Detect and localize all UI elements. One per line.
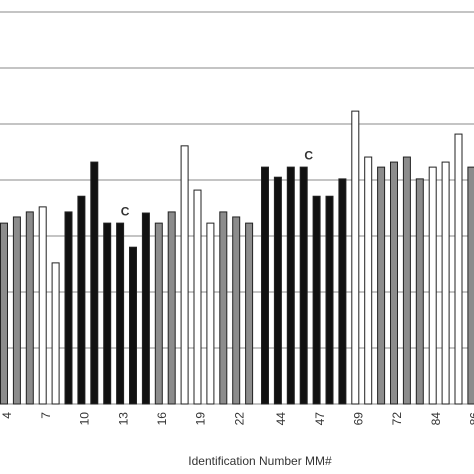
bar: [180, 145, 189, 405]
bar: [261, 166, 269, 405]
bar: [129, 246, 137, 405]
x-tick-label: 16: [155, 412, 169, 426]
bar: [325, 195, 334, 405]
bar: [167, 211, 176, 405]
bar: [232, 216, 241, 405]
bar: [206, 222, 215, 405]
bar: [193, 189, 202, 405]
x-tick-label: 19: [194, 412, 208, 426]
x-tick-label: 72: [390, 412, 404, 426]
x-tick-label: 10: [78, 412, 92, 426]
bar: [402, 156, 411, 405]
bar: [377, 166, 386, 405]
bar: [90, 161, 99, 405]
bar: [64, 211, 73, 405]
x-tick-label: 86: [468, 412, 474, 426]
bar: [116, 222, 125, 405]
bar: [364, 156, 373, 405]
x-tick-label: 7: [39, 412, 53, 419]
annotation: C: [304, 148, 313, 162]
bar: [351, 110, 360, 405]
bar: [467, 166, 474, 405]
bar: [299, 166, 308, 405]
x-tick-label: 22: [232, 412, 246, 426]
x-axis-label: Identification Number MM#: [188, 454, 332, 468]
bar: [141, 212, 150, 405]
x-tick-label: 13: [116, 412, 130, 426]
bar: [428, 166, 437, 405]
bar: [25, 211, 34, 405]
x-tick-label: 69: [351, 412, 365, 426]
x-tick-label: 84: [429, 412, 443, 426]
bar: [0, 222, 8, 405]
bar: [245, 222, 254, 405]
bar: [415, 178, 424, 405]
bar: [219, 211, 228, 405]
bar: [103, 222, 112, 405]
x-tick-label: 4: [0, 412, 14, 419]
bar: [12, 216, 21, 405]
bar: [390, 161, 398, 405]
bar: [273, 176, 282, 405]
annotation: C: [121, 204, 130, 218]
bar: [51, 262, 60, 405]
bar: [441, 161, 450, 405]
bar: [312, 195, 321, 405]
bar: [154, 222, 163, 405]
x-tick-label: 44: [274, 412, 288, 426]
bar: [286, 166, 295, 405]
bar: [454, 133, 463, 405]
x-tick-label: 47: [313, 412, 327, 426]
bar: [77, 195, 86, 405]
bar: [338, 178, 347, 405]
bar: [38, 206, 47, 405]
